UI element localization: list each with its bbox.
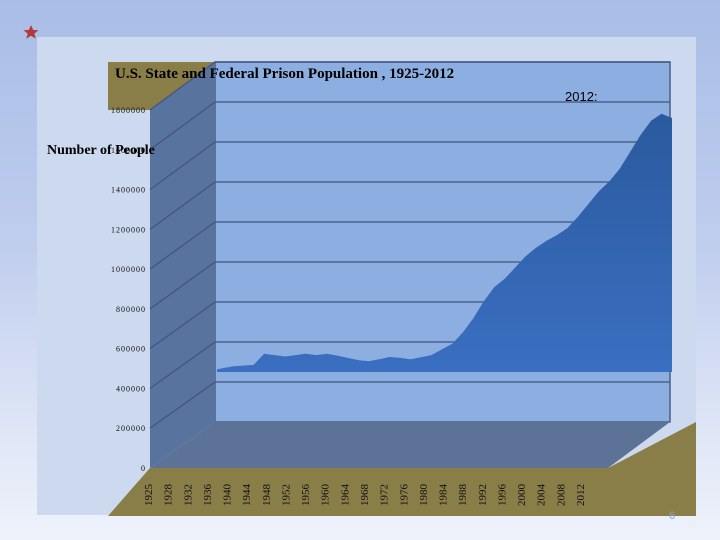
x-tick-label: 1984 <box>438 484 450 507</box>
x-tick-label: 1936 <box>202 484 214 507</box>
x-tick-label: 1928 <box>163 484 175 507</box>
x-tick-label: 1948 <box>261 484 273 507</box>
x-tick-label: 1964 <box>339 484 351 507</box>
x-tick-label: 2000 <box>516 484 528 507</box>
y-tick-labels: 0 200000 400000 600000 800000 1000000 1200000 1… <box>111 106 146 473</box>
annotation-2012: 2012: <box>565 89 598 104</box>
x-tick-label: 1944 <box>241 484 253 507</box>
x-tick-labels: 1925 1928 1932 1936 1940 1944 1948 1952 1956 1960… <box>143 483 587 506</box>
x-tick-label: 2012 <box>575 484 587 506</box>
chart-title: U.S. State and Federal Prison Population… <box>115 66 454 82</box>
x-tick-label: 1992 <box>477 484 489 506</box>
side-wall <box>150 62 215 468</box>
y-tick-label: 600000 <box>116 345 146 354</box>
y-axis-label: Number of People <box>47 143 155 158</box>
gridline <box>149 261 670 310</box>
x-tick-label: 1925 <box>143 484 155 507</box>
gridline <box>149 141 670 191</box>
x-tick-label: 1932 <box>182 484 194 506</box>
frame-left-corner <box>108 62 215 110</box>
floor <box>150 422 670 468</box>
y-tick-label: 1400000 <box>111 186 146 195</box>
y-tick-label: 400000 <box>116 384 146 393</box>
y-tick-label: 1200000 <box>111 225 146 234</box>
prison-population-area <box>217 113 672 373</box>
page-number: 6 <box>669 510 675 522</box>
y-tick-label: 200000 <box>116 424 146 433</box>
x-tick-label: 1988 <box>457 484 469 507</box>
y-tick-label: 1000000 <box>111 265 146 274</box>
x-tick-label: 1976 <box>398 484 410 507</box>
x-tick-label: 1972 <box>379 484 391 506</box>
x-tick-label: 1980 <box>418 484 430 507</box>
gridline <box>149 381 670 429</box>
x-tick-label: 2008 <box>555 484 567 507</box>
series-area <box>217 113 672 373</box>
y-tick-label: 1600000 <box>111 146 146 155</box>
x-tick-label: 1996 <box>496 483 508 506</box>
x-tick-label: 1952 <box>280 484 292 506</box>
gridline <box>149 61 670 111</box>
y-tick-label: 800000 <box>116 305 146 314</box>
gridline <box>149 101 670 151</box>
gridline <box>149 221 670 270</box>
x-tick-label: 1956 <box>300 484 312 507</box>
x-tick-label: 1960 <box>320 484 332 507</box>
frame-bottom <box>108 422 696 516</box>
x-tick-label: 1968 <box>359 484 371 507</box>
y-tick-label: 1800000 <box>111 106 146 115</box>
star-icon <box>23 25 39 39</box>
x-tick-label: 2004 <box>536 484 548 507</box>
y-tick-label: 0 <box>141 464 146 473</box>
gridline <box>149 181 670 230</box>
x-tick-label: 1940 <box>222 484 234 507</box>
